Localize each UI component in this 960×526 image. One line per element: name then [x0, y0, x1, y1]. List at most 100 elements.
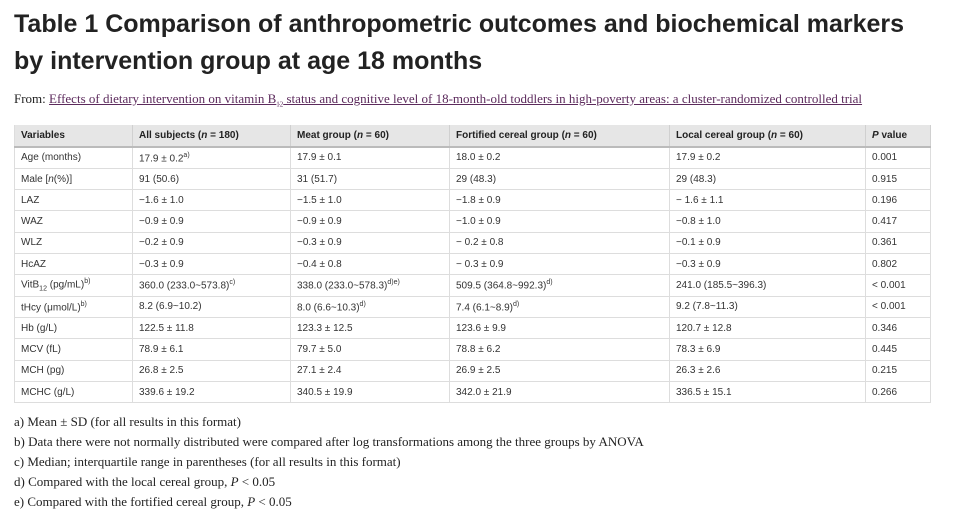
cell-text: 9.2 (7.8~11.3): [676, 301, 738, 313]
table-cell: 0.915: [865, 168, 931, 191]
source-link[interactable]: Effects of dietary intervention on vitam…: [49, 91, 862, 109]
cell-text: 78.8 ± 6.2: [456, 343, 501, 355]
table-row: VitB12 (pg/mL)b) 360.0 (233.0~573.8)c) 338…: [14, 274, 931, 297]
table-cell: 78.3 ± 6.9: [669, 338, 866, 361]
table-cell: −1.6 ± 1.0: [132, 189, 291, 212]
table-cell: 509.5 (364.8~992.3)d): [449, 274, 670, 297]
table-row: Hb (g/L) 122.5 ± 11.8 123.3 ± 12.5 123.6 ± …: [14, 317, 931, 340]
footnote-text-i: P: [247, 494, 256, 510]
table-row: MCHC (g/L) 339.6 ± 19.2 340.5 ± 19.9 342.0 …: [14, 381, 931, 404]
cell-text: 17.9 ± 0.2: [676, 152, 721, 164]
cell-text: tHcy (μmol/L): [21, 301, 81, 313]
table-cell: 0.361: [865, 232, 931, 255]
cell-text: 7.4 (6.1~8.9): [456, 301, 513, 313]
cell-text: 26.8 ± 2.5: [139, 365, 184, 377]
header-text: Meat group (: [297, 129, 357, 141]
table-row: LAZ −1.6 ± 1.0 −1.5 ± 1.0 −1.8 ± 0.9 − 1.6 ±…: [14, 189, 931, 212]
table-cell: 9.2 (7.8~11.3): [669, 296, 866, 318]
cell-text-sup: a): [183, 151, 190, 159]
cell-text: 26.9 ± 2.5: [456, 365, 501, 377]
cell-text: Male [: [21, 173, 49, 185]
table-cell: −0.9 ± 0.9: [290, 210, 450, 233]
table-cell: 122.5 ± 11.8: [132, 317, 291, 340]
table-cell: MCHC (g/L): [14, 381, 133, 404]
header-text-i: n: [201, 129, 208, 141]
table-cell: 336.5 ± 15.1: [669, 381, 866, 404]
table-cell: tHcy (μmol/L)b): [14, 296, 133, 318]
table-cell: −1.8 ± 0.9: [449, 189, 670, 212]
table-cell: 78.8 ± 6.2: [449, 338, 670, 361]
cell-text: 340.5 ± 19.9: [297, 386, 353, 398]
cell-text: 360.0 (233.0~573.8): [139, 280, 230, 292]
footnote: c) Median; interquartile range in parent…: [14, 452, 934, 472]
cell-text: − 1.6 ± 1.1: [676, 194, 724, 206]
cell-text: 342.0 ± 21.9: [456, 386, 512, 398]
cell-text: 123.6 ± 9.9: [456, 322, 506, 334]
table-cell: 8.2 (6.9~10.2): [132, 296, 291, 318]
table-row: tHcy (μmol/L)b) 8.2 (6.9~10.2) 8.0 (6.6~10…: [14, 296, 931, 318]
cell-text-sup: c): [229, 279, 236, 287]
cell-text: HcAZ: [21, 258, 46, 270]
cell-text: 123.3 ± 12.5: [297, 322, 353, 334]
cell-text: −1.0 ± 0.9: [456, 216, 501, 228]
cell-text: < 0.001: [872, 280, 906, 292]
table-cell: 342.0 ± 21.9: [449, 381, 670, 404]
cell-text: 0.266: [872, 386, 898, 398]
table-cell: −0.3 ± 0.9: [290, 232, 450, 255]
table-cell: LAZ: [14, 189, 133, 212]
table-cell: −0.3 ± 0.9: [132, 253, 291, 276]
table-cell: 31 (51.7): [290, 168, 450, 191]
table-cell: −1.5 ± 1.0: [290, 189, 450, 212]
table-cell: 339.6 ± 19.2: [132, 381, 291, 404]
table-cell: 17.9 ± 0.2: [669, 146, 866, 169]
table-cell: − 1.6 ± 1.1: [669, 189, 866, 212]
cell-text: 17.9 ± 0.2: [139, 152, 184, 164]
table-cell: HcAZ: [14, 253, 133, 276]
table-cell: < 0.001: [865, 296, 931, 318]
header-text: value: [878, 129, 908, 141]
footnote-text: b) Data there were not normally distribu…: [14, 434, 644, 450]
table-cell: MCV (fL): [14, 338, 133, 361]
cell-text: −0.9 ± 0.9: [297, 216, 342, 228]
table-cell: 0.802: [865, 253, 931, 276]
source: From: Effects of dietary intervention on…: [14, 90, 934, 114]
cell-text-sub: 12: [39, 285, 47, 293]
footnote: b) Data there were not normally distribu…: [14, 432, 934, 452]
cell-text: 29 (48.3): [456, 173, 497, 185]
link-text-sub: 12: [276, 100, 284, 109]
table-cell: −0.4 ± 0.8: [290, 253, 450, 276]
table-cell: 26.8 ± 2.5: [132, 360, 291, 382]
header-text-i: n: [564, 129, 572, 141]
cell-text: 0.346: [872, 322, 898, 334]
footnote-text: d) Compared with the local cereal group,: [14, 474, 231, 490]
cell-text: WAZ: [21, 216, 43, 228]
cell-text: 509.5 (364.8~992.3): [456, 280, 547, 292]
table-cell: 0.215: [865, 360, 931, 382]
cell-text: 0.445: [872, 343, 898, 355]
table-cell: − 0.2 ± 0.8: [449, 232, 670, 255]
table-cell: 0.445: [865, 338, 931, 361]
table-cell: 0.001: [865, 146, 931, 169]
cell-text: −0.3 ± 0.9: [139, 258, 184, 270]
table-cell: Male [n(%)]: [14, 168, 133, 191]
cell-text-sup: d): [512, 300, 520, 308]
table-cell: Age (months): [14, 146, 133, 169]
cell-text: (%)]: [53, 173, 73, 185]
table-cell: 123.6 ± 9.9: [449, 317, 670, 340]
table-cell: < 0.001: [865, 274, 931, 297]
header-text: Variables: [21, 129, 65, 141]
cell-text: LAZ: [21, 194, 40, 206]
table-cell: 29 (48.3): [449, 168, 670, 191]
cell-text: −0.4 ± 0.8: [297, 258, 342, 270]
header-row: Variables All subjects (n = 180) Meat grou…: [14, 124, 931, 148]
cell-text: − 0.3 ± 0.9: [456, 258, 504, 270]
cell-text: 0.417: [872, 216, 898, 228]
header-text: All subjects (: [139, 129, 202, 141]
cell-text: 29 (48.3): [676, 173, 717, 185]
cell-text: −1.6 ± 1.0: [139, 194, 184, 206]
table-cell: 7.4 (6.1~8.9)d): [449, 296, 670, 318]
cell-text: Hb (g/L): [21, 322, 58, 334]
table-cell: 360.0 (233.0~573.8)c): [132, 274, 291, 297]
table-cell: −0.8 ± 1.0: [669, 210, 866, 233]
cell-text: 78.3 ± 6.9: [676, 343, 721, 355]
